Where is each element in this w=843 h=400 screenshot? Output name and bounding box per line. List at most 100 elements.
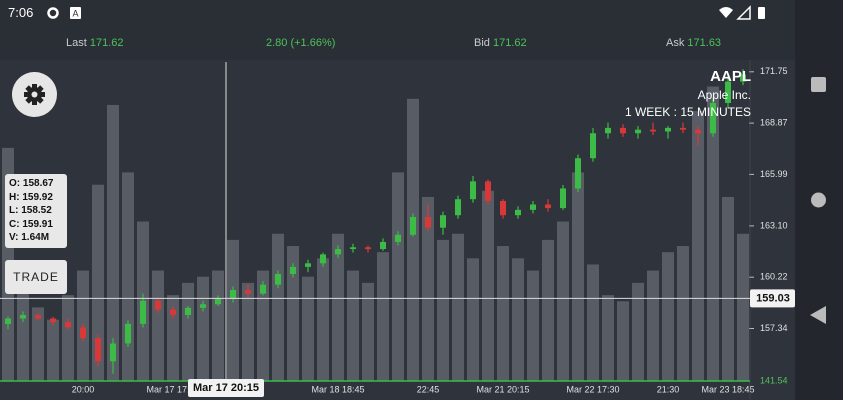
volume-bar (407, 98, 419, 382)
last-label: Last (66, 37, 87, 49)
volume-bar (452, 233, 464, 381)
x-tick-label: 22:45 (417, 384, 440, 394)
volume-bar (362, 282, 374, 381)
candle-body (530, 204, 536, 210)
ohlc-high: H: 159.92 (9, 191, 53, 203)
candle-body (500, 200, 506, 216)
bid-value: 171.62 (492, 37, 527, 49)
volume-bar (557, 221, 569, 381)
home-button[interactable] (811, 192, 826, 208)
volume-bar (227, 239, 239, 381)
volume-bar (17, 282, 29, 381)
candle-body (20, 314, 26, 319)
status-bar: 7:06 A (0, 0, 795, 26)
candle-body (545, 204, 551, 209)
crosshair-price-label: 159.03 (756, 292, 790, 304)
candle-body (215, 298, 221, 305)
candle-body (365, 247, 371, 250)
volume-bar (632, 282, 644, 381)
volume-bar (272, 233, 284, 381)
volume-bar (437, 239, 449, 381)
volume-bar (392, 172, 404, 381)
volume-bar (587, 264, 599, 381)
candle-body (305, 263, 311, 267)
candle-body (110, 343, 116, 362)
candle-body (230, 290, 236, 299)
volume-bar (152, 270, 164, 381)
candle-body (185, 307, 191, 315)
volume-bar (662, 252, 674, 381)
bid-label: Bid (474, 37, 490, 49)
candle-body (65, 322, 71, 328)
candle-body (410, 216, 416, 235)
bottom-marker-label: 141.54 (760, 375, 788, 385)
candle-body (470, 181, 476, 200)
candle-body (380, 241, 386, 250)
y-tick-label: 163.10 (760, 220, 788, 230)
candle-body (725, 81, 731, 103)
x-tick-label: 20:00 (72, 384, 95, 394)
volume-bar (692, 111, 704, 382)
candle-body (50, 318, 56, 323)
system-icons (719, 5, 765, 20)
x-tick-label: Mar 17 17:30 (146, 384, 199, 394)
volume-bar (167, 295, 179, 381)
settings-button[interactable] (12, 72, 57, 117)
volume-bar (302, 276, 314, 381)
candle-body (740, 74, 746, 82)
volume-bar (677, 246, 689, 381)
candle-body (635, 129, 641, 134)
volume-bar (317, 258, 329, 381)
symbol-info: AAPL Apple Inc. 1 WEEK : 15 MINUTES (625, 68, 751, 119)
candle-body (140, 300, 146, 324)
period: 1 WEEK : 15 MINUTES (624, 105, 751, 119)
trade-button[interactable]: TRADE (5, 260, 67, 294)
candle-body (320, 254, 326, 264)
volume-bar (512, 258, 524, 381)
y-tick-label: 168.87 (760, 117, 788, 127)
volume-bar (737, 233, 749, 381)
crosshair-time-label: Mar 17 20:15 (193, 382, 259, 394)
candle-body (425, 216, 431, 228)
volume-bar (602, 295, 614, 381)
ohlc-low: L: 158.52 (9, 205, 52, 216)
change: 2.80 (+1.66%) (266, 37, 336, 49)
candle-body (170, 309, 176, 315)
gear-icon (24, 84, 45, 105)
volume-bar (32, 307, 44, 381)
ask: Ask 171.63 (666, 37, 721, 49)
x-tick-label: Mar 23 18:45 (701, 384, 754, 394)
recents-button[interactable] (811, 77, 826, 92)
candle-body (590, 133, 596, 159)
y-tick-label: 165.99 (760, 169, 788, 179)
volume-bar (482, 190, 494, 381)
status-icons: A (47, 7, 81, 19)
candle-body (455, 199, 461, 216)
ask-label: Ask (666, 37, 685, 49)
candle-body (395, 234, 401, 242)
clock: 7:06 (8, 5, 34, 20)
volume-bar (347, 270, 359, 381)
back-button[interactable] (810, 306, 826, 324)
crosshair-time-box (188, 379, 264, 397)
x-tick-label: Mar 21 20:15 (476, 384, 529, 394)
bid: Bid 171.62 (474, 37, 527, 49)
candle-body (710, 102, 716, 134)
x-tick-label: Mar 18 18:45 (311, 384, 364, 394)
crosshair-price-box (750, 289, 795, 308)
volume-bar (377, 252, 389, 381)
volume-bar (182, 282, 194, 381)
volume-bar (332, 233, 344, 381)
candle-body (620, 127, 626, 134)
candle-body (440, 215, 446, 228)
y-tick-label: 157.34 (760, 323, 788, 333)
nav-bar (795, 0, 843, 400)
candle-body (245, 290, 251, 294)
volume-bar (572, 172, 584, 381)
volume-bar (497, 246, 509, 381)
ohlc-close: C: 159.91 (9, 218, 53, 230)
volume-bar (62, 295, 74, 381)
candle-body (95, 338, 101, 362)
volume-bar (617, 301, 629, 381)
